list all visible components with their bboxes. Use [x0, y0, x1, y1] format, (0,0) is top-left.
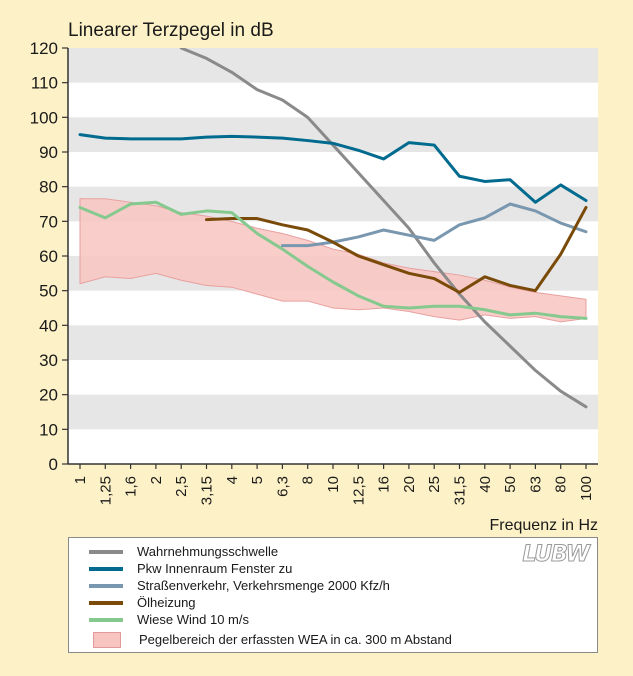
legend-item-threshold: Wahrnehmungsschwelle	[69, 543, 278, 560]
legend-swatch-road-traffic	[89, 583, 123, 588]
y-tick-label: 20	[39, 386, 58, 405]
y-tick-label: 100	[30, 108, 58, 127]
grid-band	[68, 48, 598, 83]
x-tick-label: 5	[249, 476, 266, 484]
legend-label-oil-heating: Ölheizung	[137, 595, 196, 610]
legend-swatch-oil-heating	[89, 600, 123, 605]
axes: 0 10 20 30 40 50 60 70 80 90 100 110 120 1 1,25 1,6 2 2,5…	[30, 39, 598, 505]
series-layer	[78, 48, 588, 409]
x-axis-title: Frequenz in Hz	[490, 517, 599, 534]
legend-item-oil-heating: Ölheizung	[69, 594, 196, 611]
x-tick-label: 8	[300, 476, 317, 484]
y-tick-label: 30	[39, 351, 58, 370]
legend-label-road-traffic: Straßenverkehr, Verkehrsmenge 2000 Kfz/h	[137, 578, 390, 593]
y-tick-label: 110	[31, 74, 58, 93]
grid-band	[68, 394, 598, 430]
legend-item-car-interior: Pkw Innenraum Fenster zu	[69, 560, 292, 577]
x-tick-label: 63	[527, 476, 544, 493]
x-tick-label: 10	[325, 476, 342, 493]
y-tick-label: 0	[49, 455, 58, 474]
series-line-pkw-innenraum-fenster-zu	[78, 133, 588, 204]
x-tick-label: 12,5	[350, 476, 367, 505]
x-tick-label: 50	[502, 476, 519, 493]
x-tick-label: 100	[578, 476, 595, 501]
x-tick-label: 80	[553, 476, 570, 493]
y-tick-label: 40	[39, 316, 58, 335]
x-tick-label: 6,3	[274, 476, 291, 497]
x-tick-label: 25	[426, 476, 443, 493]
chart-title: Linearer Terzpegel in dB	[68, 20, 274, 41]
legend-label-meadow-wind: Wiese Wind 10 m/s	[137, 612, 249, 627]
grid-band	[68, 325, 598, 360]
legend-item-meadow-wind: Wiese Wind 10 m/s	[69, 611, 249, 628]
legend-swatch-threshold	[89, 549, 123, 554]
y-tick-label: 120	[30, 39, 58, 58]
x-tick-label: 1	[72, 476, 89, 484]
line-chart: 0 10 20 30 40 50 60 70 80 90 100 110 120 1 1,25 1,6 2 2,5…	[30, 20, 599, 534]
legend-label-car-interior: Pkw Innenraum Fenster zu	[137, 561, 293, 576]
x-tick-label: 4	[224, 476, 241, 484]
x-tick-label: 20	[401, 476, 418, 493]
x-tick-label: 40	[477, 476, 494, 493]
x-tick-label: 2,5	[173, 476, 190, 497]
legend-item-road-traffic: Straßenverkehr, Verkehrsmenge 2000 Kfz/h	[69, 577, 390, 594]
legend-label-threshold: Wahrnehmungsschwelle	[137, 544, 279, 559]
x-tick-label: 31,5	[452, 476, 469, 505]
x-tick-label: 16	[376, 476, 393, 493]
legend-item-wea-band: Pegelbereich der erfassten WEA in ca. 30…	[69, 631, 452, 648]
legend: Wahrnehmungsschwelle Pkw Innenraum Fenst…	[68, 537, 598, 653]
x-tick-label: 2	[148, 476, 165, 484]
x-tick-label: 1,25	[97, 476, 114, 505]
lubw-logo: LUBW	[522, 542, 591, 568]
y-tick-label: 50	[39, 282, 58, 301]
legend-swatch-meadow-wind	[89, 617, 123, 622]
y-tick-label: 90	[39, 143, 58, 162]
x-tick-label: 1,6	[123, 476, 140, 497]
series-line-wiese-wind-10-m-s	[78, 200, 588, 320]
y-tick-label: 70	[39, 212, 58, 231]
y-tick-label: 80	[39, 178, 58, 197]
legend-label-wea-band: Pegelbereich der erfassten WEA in ca. 30…	[139, 632, 452, 647]
series-line-lheizung	[205, 205, 588, 294]
legend-swatch-car-interior	[89, 566, 123, 571]
y-tick-label: 10	[39, 420, 58, 439]
legend-swatch-wea-band	[93, 631, 121, 648]
x-tick-label: 3,15	[199, 476, 216, 505]
series-line-wahrnehmungsschwelle	[179, 48, 588, 409]
y-tick-label: 60	[39, 247, 58, 266]
